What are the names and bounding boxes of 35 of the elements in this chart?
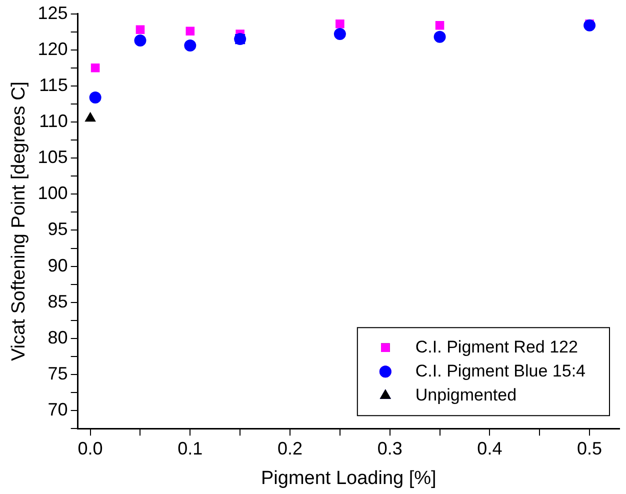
legend-label: Unpigmented — [415, 385, 517, 404]
point — [136, 25, 145, 34]
x-tick-label: 0.1 — [178, 438, 203, 458]
point — [435, 20, 444, 30]
x-tick-label: 0.0 — [78, 438, 103, 458]
point — [134, 34, 146, 46]
y-tick-label: 125 — [38, 2, 68, 23]
y-tick-label: 115 — [39, 74, 68, 95]
point — [184, 40, 196, 52]
y-tick-label: 80 — [48, 327, 68, 348]
y-axis-title: Vicat Softening Point [degrees C] — [8, 81, 30, 361]
point — [434, 30, 446, 43]
y-tick-label: 85 — [48, 291, 68, 312]
point — [336, 20, 344, 28]
x-tick-label: 0.4 — [477, 438, 502, 458]
legend-label: C.I. Pigment Red 122 — [415, 337, 578, 356]
x-axis-title: Pigment Loading [%] — [260, 468, 436, 489]
y-tick-label: 90 — [48, 255, 68, 276]
legend-label: C.I. Pigment Blue 15:4 — [415, 361, 586, 380]
point — [85, 112, 96, 122]
y-tick-label: 95 — [48, 219, 68, 240]
point — [186, 26, 195, 36]
y-tick-label: 75 — [48, 363, 68, 384]
point — [334, 28, 346, 40]
y-tick-label: 70 — [48, 400, 68, 420]
x-tick-label: 0.2 — [277, 438, 303, 458]
x-tick-label: 0.5 — [577, 438, 602, 458]
y-tick-label: 105 — [38, 147, 68, 168]
y-tick-label: 100 — [38, 183, 68, 204]
point — [584, 19, 596, 32]
point — [89, 91, 102, 104]
y-tick-label: 120 — [38, 38, 68, 59]
y-tick-label: 110 — [39, 110, 68, 131]
x-tick-label: 0.3 — [377, 438, 402, 458]
point — [90, 64, 100, 72]
